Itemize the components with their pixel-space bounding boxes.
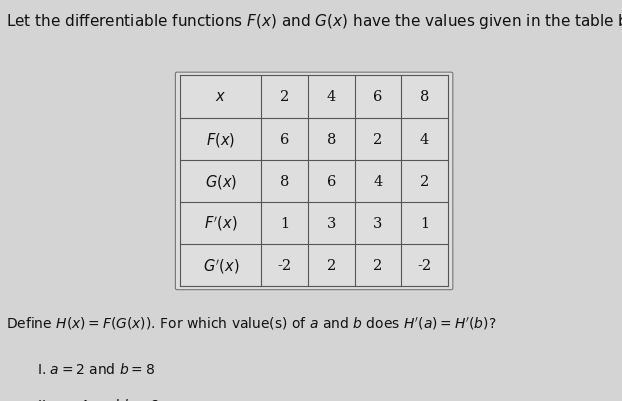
Text: 1: 1 <box>420 217 429 231</box>
Text: $F'(x)$: $F'(x)$ <box>204 214 238 233</box>
Text: 2: 2 <box>373 132 383 146</box>
Text: 4: 4 <box>373 174 383 188</box>
Text: -2: -2 <box>277 259 292 273</box>
Text: I. $a = 2$ and $b = 8$: I. $a = 2$ and $b = 8$ <box>37 361 156 376</box>
Text: -2: -2 <box>417 259 432 273</box>
Text: $G(x)$: $G(x)$ <box>205 172 237 190</box>
Text: 2: 2 <box>280 90 289 104</box>
Text: 6: 6 <box>327 174 336 188</box>
Text: 8: 8 <box>420 90 429 104</box>
FancyBboxPatch shape <box>175 73 453 290</box>
Text: 6: 6 <box>280 132 289 146</box>
Text: 3: 3 <box>327 217 336 231</box>
Text: II. $a = 4$ and $b = 6$: II. $a = 4$ and $b = 6$ <box>37 397 159 401</box>
Text: Let the differentiable functions $F(x)$ and $G(x)$ have the values given in the : Let the differentiable functions $F(x)$ … <box>6 12 622 31</box>
Text: 2: 2 <box>373 259 383 273</box>
Text: 4: 4 <box>327 90 336 104</box>
Text: 8: 8 <box>327 132 336 146</box>
Text: $G'(x)$: $G'(x)$ <box>203 256 239 275</box>
Text: 4: 4 <box>420 132 429 146</box>
Text: 2: 2 <box>327 259 336 273</box>
Text: 2: 2 <box>420 174 429 188</box>
Text: 6: 6 <box>373 90 383 104</box>
Text: Define $H(x) = F(G(x))$. For which value(s) of $a$ and $b$ does $H'(a) = H'(b)$?: Define $H(x) = F(G(x))$. For which value… <box>6 315 497 331</box>
Text: $F(x)$: $F(x)$ <box>207 130 235 148</box>
Text: $x$: $x$ <box>215 90 226 104</box>
Text: 1: 1 <box>280 217 289 231</box>
Text: 8: 8 <box>280 174 289 188</box>
Text: 3: 3 <box>373 217 383 231</box>
